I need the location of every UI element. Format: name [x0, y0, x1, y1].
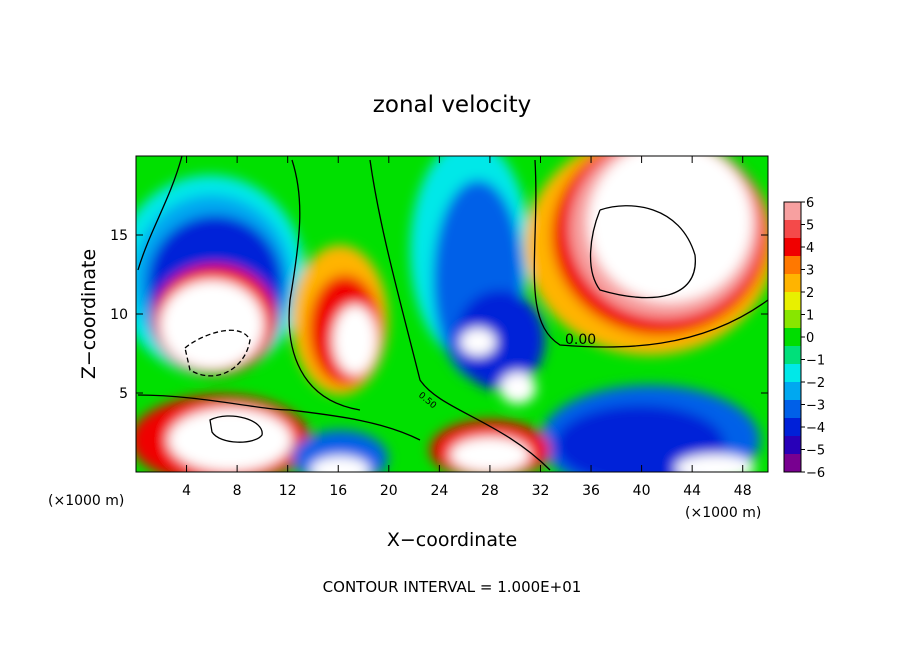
contour-zero-left — [137, 156, 183, 271]
field-column-white-b — [500, 372, 536, 404]
colorbar-label: 4 — [806, 241, 814, 256]
colorbar-swatch — [784, 202, 801, 221]
colorbar-label: 3 — [806, 264, 814, 279]
field-column-dark — [455, 290, 545, 390]
contour-zero-column-right — [369, 159, 551, 471]
x-tick-label: 4 — [182, 483, 191, 499]
contour-left-dashed — [184, 329, 251, 377]
colorbar-label: −2 — [806, 376, 825, 391]
contour-label: 0.00 — [565, 332, 596, 348]
colorbar-label: −3 — [806, 399, 825, 414]
x-axis-label: X−coordinate — [387, 529, 517, 551]
x-tick-label: 16 — [329, 483, 347, 499]
contour-bottom-left — [209, 415, 263, 443]
x-unit-right: (×1000 m) — [685, 505, 761, 521]
plot-area: 0.00 0.50 — [136, 156, 768, 472]
x-tick-label: 48 — [734, 483, 752, 499]
contour-zero-column-left — [288, 159, 361, 411]
colorbar-swatch — [784, 274, 801, 293]
colorbar-swatch — [784, 310, 801, 329]
field-low-right-dark — [555, 405, 725, 472]
chart-title: zonal velocity — [373, 92, 531, 118]
field-low-right-white — [675, 454, 755, 472]
colorbar-label: 0 — [806, 331, 814, 346]
colorbar-label: 6 — [806, 196, 814, 211]
x-tick-label: 28 — [481, 483, 499, 499]
x-tick-label: 44 — [683, 483, 701, 499]
x-tick-label: 24 — [430, 483, 448, 499]
colorbar-swatch — [784, 328, 801, 347]
colorbar-swatch — [784, 292, 801, 311]
colorbar: 6 5 4 3 2 1 0 −1 −2 −3 −4 −5 −6 — [783, 196, 825, 481]
y-tick-label: 15 — [110, 228, 128, 244]
x-tick-label: 8 — [233, 483, 242, 499]
x-tick-label: 20 — [380, 483, 398, 499]
contour-lines — [137, 156, 768, 471]
colorbar-label: −5 — [806, 444, 825, 459]
colorbar-swatch — [784, 220, 801, 239]
colorbar-swatch — [784, 400, 801, 419]
colorbar-swatch — [784, 382, 801, 401]
colorbar-label: −6 — [806, 466, 825, 481]
contour-interval-note: CONTOUR INTERVAL = 1.000E+01 — [323, 578, 582, 596]
field-bottom-mid-white — [450, 437, 530, 472]
y-tick-label: 5 — [119, 386, 128, 402]
field-bottom-left-white — [168, 408, 292, 472]
contour-bottom-line — [137, 394, 421, 441]
x-tick-label: 40 — [633, 483, 651, 499]
x-tick-label: 36 — [582, 483, 600, 499]
x-unit-left: (×1000 m) — [48, 493, 124, 509]
y-axis-label: Z−coordinate — [78, 249, 100, 379]
field-column-white-a — [460, 328, 496, 356]
y-tick-label: 10 — [110, 307, 128, 323]
color-field — [136, 156, 768, 472]
field-left-white — [160, 280, 264, 370]
colorbar-label: 2 — [806, 286, 814, 301]
colorbar-swatch — [784, 418, 801, 437]
contour-jet-core — [589, 205, 696, 299]
colorbar-label: 5 — [806, 219, 814, 234]
field-center-white — [333, 305, 377, 375]
colorbar-label: 1 — [806, 309, 814, 324]
colorbar-swatch — [784, 364, 801, 383]
contour-zero-jet — [533, 159, 768, 348]
colorbar-label: −4 — [806, 421, 825, 436]
x-tick-label: 12 — [279, 483, 297, 499]
colorbar-swatch — [784, 454, 801, 473]
field-bottom-center-blue — [292, 430, 388, 472]
colorbar-swatch — [784, 346, 801, 365]
colorbar-swatch — [784, 256, 801, 275]
colorbar-label: −1 — [806, 354, 825, 369]
colorbar-swatch — [784, 238, 801, 257]
field-bottom-center-white — [310, 456, 370, 472]
x-tick-label: 32 — [532, 483, 550, 499]
colorbar-swatch — [784, 436, 801, 455]
field-jet-white — [588, 156, 752, 302]
